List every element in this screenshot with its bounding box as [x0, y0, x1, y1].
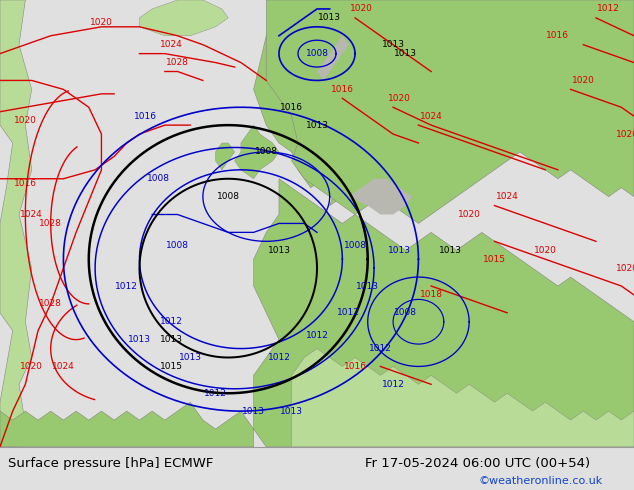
Text: ©weatheronline.co.uk: ©weatheronline.co.uk	[479, 476, 603, 486]
Text: 1013: 1013	[318, 13, 341, 23]
Text: 1012: 1012	[382, 380, 404, 389]
Text: 1013: 1013	[268, 246, 290, 255]
Polygon shape	[139, 0, 228, 36]
Text: 1015: 1015	[483, 255, 506, 264]
Text: 1013: 1013	[280, 407, 303, 416]
Text: 1024: 1024	[160, 40, 183, 49]
Polygon shape	[349, 179, 412, 215]
Text: 1012: 1012	[160, 317, 183, 326]
Text: 1008: 1008	[306, 49, 328, 58]
Text: 1012: 1012	[597, 4, 620, 13]
Text: 1024: 1024	[20, 210, 43, 219]
Polygon shape	[317, 36, 349, 80]
Text: 1020: 1020	[534, 246, 557, 255]
Polygon shape	[0, 0, 32, 447]
Text: 1013: 1013	[382, 40, 404, 49]
Text: 1020: 1020	[14, 116, 37, 125]
Text: 1008: 1008	[147, 174, 170, 183]
Text: 1020: 1020	[458, 210, 481, 219]
Polygon shape	[0, 179, 634, 447]
Text: 1013: 1013	[394, 49, 417, 58]
Polygon shape	[266, 0, 634, 223]
Text: 1008: 1008	[344, 241, 366, 250]
Text: 1028: 1028	[166, 58, 189, 67]
Text: 1024: 1024	[496, 192, 519, 201]
Text: 1016: 1016	[280, 103, 303, 112]
Text: 1012: 1012	[204, 389, 227, 398]
Text: Surface pressure [hPa] ECMWF: Surface pressure [hPa] ECMWF	[8, 457, 213, 470]
Text: 1013: 1013	[388, 246, 411, 255]
Text: 1020: 1020	[90, 18, 113, 27]
Text: 1008: 1008	[166, 241, 189, 250]
Text: 1024: 1024	[52, 362, 75, 371]
Text: 1013: 1013	[128, 335, 151, 344]
Text: Fr 17-05-2024 06:00 UTC (00+54): Fr 17-05-2024 06:00 UTC (00+54)	[365, 457, 590, 470]
Text: 1013: 1013	[439, 246, 462, 255]
Text: 1013: 1013	[179, 353, 202, 362]
Text: 1013: 1013	[242, 407, 265, 416]
Text: 1008: 1008	[217, 192, 240, 201]
Text: 1020: 1020	[616, 264, 634, 272]
Text: 1013: 1013	[306, 121, 328, 130]
Text: 1013: 1013	[356, 281, 379, 291]
Text: 1020: 1020	[616, 129, 634, 139]
Text: 1012: 1012	[306, 331, 328, 340]
Text: 1020: 1020	[388, 94, 411, 103]
Text: 1012: 1012	[337, 308, 360, 318]
Text: 1028: 1028	[39, 219, 62, 228]
Text: 1020: 1020	[20, 362, 43, 371]
Text: 1028: 1028	[39, 299, 62, 308]
Text: 1012: 1012	[115, 281, 138, 291]
Text: 1024: 1024	[420, 112, 443, 121]
Text: 1015: 1015	[160, 362, 183, 371]
Text: 1020: 1020	[350, 4, 373, 13]
Text: 1020: 1020	[572, 76, 595, 85]
Text: 1016: 1016	[547, 31, 569, 40]
Text: 1008: 1008	[255, 147, 278, 156]
Text: 1013: 1013	[160, 335, 183, 344]
Polygon shape	[254, 0, 450, 206]
Text: 1016: 1016	[14, 179, 37, 188]
Polygon shape	[292, 348, 634, 447]
Text: 1012: 1012	[369, 344, 392, 353]
Text: 1008: 1008	[394, 308, 417, 318]
Text: 1016: 1016	[134, 112, 157, 121]
Text: 1012: 1012	[268, 353, 290, 362]
Polygon shape	[216, 143, 235, 170]
Polygon shape	[235, 125, 279, 179]
Text: 1016: 1016	[344, 362, 366, 371]
Text: 1018: 1018	[420, 291, 443, 299]
Text: 1016: 1016	[331, 85, 354, 94]
